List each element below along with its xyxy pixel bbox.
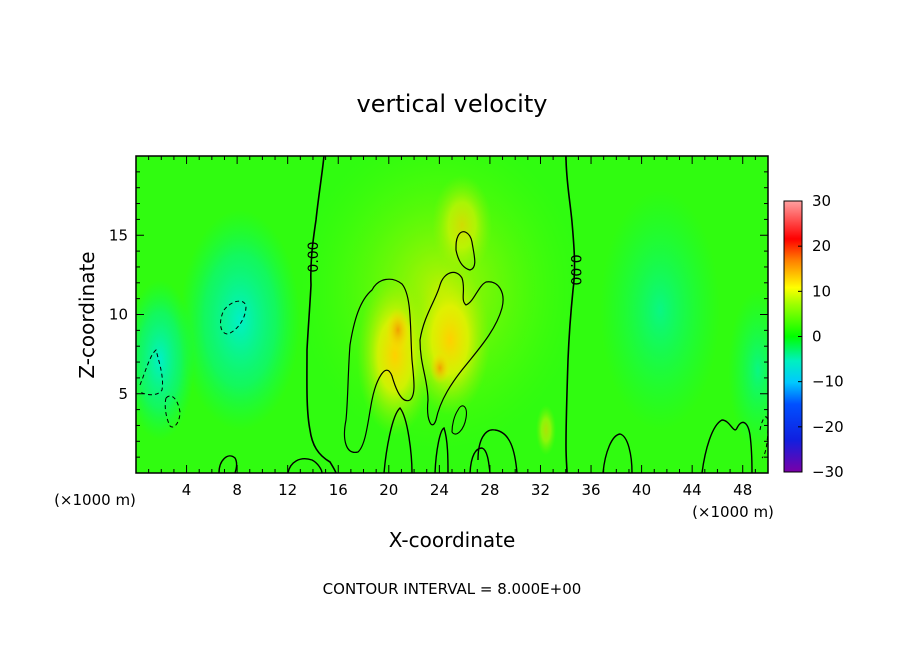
x-tick-label: 12	[278, 481, 297, 499]
x-tick-label: 8	[232, 481, 242, 499]
colorbar-tick-label: −30	[812, 463, 844, 481]
x-unit-label-left: (×1000 m)	[54, 491, 136, 509]
colorbar-tick-label: −20	[812, 418, 844, 436]
right-downdraft-region	[600, 190, 720, 430]
colorbar-tick-label: 20	[812, 237, 831, 255]
contour-minus8-c	[164, 395, 181, 428]
x-tick-label: 40	[632, 481, 651, 499]
colorbar-tick-label: 30	[812, 192, 831, 210]
contour-minus8-a	[220, 300, 247, 335]
contour-interval-note: CONTOUR INTERVAL = 8.000E+00	[323, 580, 582, 598]
low-level-updraft	[536, 405, 556, 455]
contour-bump-4	[434, 427, 449, 473]
right-edge-downdraft	[728, 290, 768, 450]
x-axis-label: X-coordinate	[389, 528, 516, 552]
left-edge-downdraft	[136, 280, 195, 440]
contour-bump-3	[383, 406, 413, 473]
colorbar-tick-label: 0	[812, 328, 822, 346]
x-tick-label: 20	[379, 481, 398, 499]
contour-minus8-b	[139, 349, 163, 396]
x-tick-label: 48	[733, 481, 752, 499]
colorbar-tick-label: −10	[812, 373, 844, 391]
contour-bump-6	[477, 429, 518, 473]
updraft-core-right-max	[430, 352, 450, 384]
y-tick-label: 10	[109, 306, 128, 324]
contour-label-right: 0.00	[567, 254, 583, 285]
x-unit-label-right: (×1000 m)	[692, 503, 774, 521]
chart-title: vertical velocity	[357, 90, 548, 118]
contour-bump-5	[469, 447, 491, 473]
contour-plus8-left	[343, 278, 415, 453]
plot-area	[136, 156, 768, 473]
zero-contour-left	[306, 156, 337, 473]
contour-label-left: 0.00	[306, 241, 322, 272]
contour-bump-8	[701, 419, 753, 473]
x-tick-label: 32	[531, 481, 550, 499]
y-axis-label: Z-coordinate	[75, 251, 99, 378]
y-tick-label: 15	[109, 226, 128, 244]
contour-plus8-top	[455, 231, 476, 271]
x-tick-label: 44	[683, 481, 702, 499]
x-axis: 4 8 12 16 20 24 28 32 36 40 44 48	[148, 156, 756, 499]
x-tick-label: 16	[329, 481, 348, 499]
colorbar-tick-label: 10	[812, 282, 831, 300]
contour-bump-2	[287, 458, 323, 473]
y-axis: 5 10 15	[109, 171, 768, 458]
contour-minus8-d	[759, 416, 768, 459]
contour-plus8-small	[451, 405, 467, 435]
left-downdraft-region	[180, 210, 300, 430]
x-tick-label: 24	[430, 481, 449, 499]
x-tick-label: 4	[182, 481, 192, 499]
updraft-core-left-max	[386, 308, 410, 352]
upper-updraft	[432, 175, 492, 275]
x-tick-label: 36	[581, 481, 600, 499]
updraft-core-right	[410, 265, 490, 415]
y-tick-label: 5	[118, 385, 128, 403]
contour-plus8-right	[419, 271, 504, 426]
contour-bump-1	[218, 455, 238, 473]
x-tick-label: 28	[480, 481, 499, 499]
colorbar-ticks: 30 20 10 0 −10 −20 −30	[798, 192, 844, 481]
zero-contour-right	[565, 156, 576, 473]
contour-bump-7	[602, 433, 633, 473]
